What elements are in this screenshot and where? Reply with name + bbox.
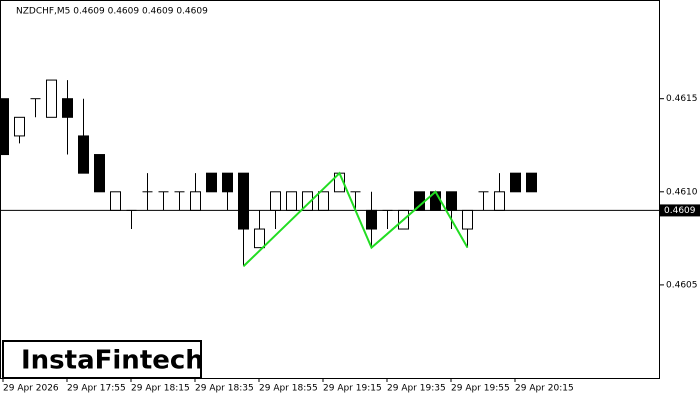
candle-body xyxy=(0,98,9,156)
candle-body xyxy=(510,172,521,193)
x-tick-label: 29 Apr 20:15 xyxy=(515,384,574,394)
x-tick-label: 29 Apr 18:15 xyxy=(131,384,190,394)
candle-body xyxy=(254,228,265,249)
y-tick-label: 0.4610 xyxy=(666,187,698,197)
pattern-line xyxy=(242,171,469,267)
x-tick-label: 29 Apr 17:55 xyxy=(67,384,126,394)
x-tick-label: 29 Apr 18:35 xyxy=(195,384,254,394)
candle-body xyxy=(462,209,473,230)
chart-header: NZDCHF,M5 0.4609 0.4609 0.4609 0.4609 xyxy=(16,7,208,17)
candle-body xyxy=(78,135,89,174)
candle-body xyxy=(270,191,281,211)
candle-body xyxy=(62,98,73,118)
candle-body xyxy=(238,172,249,230)
last-price-label: 0.4609 xyxy=(664,206,696,216)
candle-body xyxy=(366,209,377,230)
y-tick-label: 0.4605 xyxy=(666,280,698,290)
candle-body xyxy=(446,191,457,211)
x-tick-label: 29 Apr 19:55 xyxy=(451,384,510,394)
x-tick-label: 29 Apr 2026 xyxy=(3,384,59,394)
candle-body xyxy=(46,79,57,118)
candle-body xyxy=(526,172,537,193)
x-tick-label: 29 Apr 19:35 xyxy=(387,384,446,394)
candle-body xyxy=(318,191,329,211)
candle-body xyxy=(494,191,505,211)
y-tick-label: 0.4615 xyxy=(666,94,698,104)
candle-body xyxy=(286,191,297,211)
last-price-box xyxy=(660,204,700,217)
candle-body xyxy=(222,172,233,193)
plot-frame xyxy=(0,0,660,379)
x-tick-label: 29 Apr 19:15 xyxy=(323,384,382,394)
logo: InstaFintech xyxy=(21,346,204,376)
candle-body xyxy=(14,116,25,137)
candle-body xyxy=(190,191,201,211)
candle-body xyxy=(110,191,121,211)
candle-body xyxy=(206,172,217,193)
logo-box xyxy=(2,340,202,379)
candle-body xyxy=(94,154,105,193)
x-tick-label: 29 Apr 18:55 xyxy=(259,384,318,394)
